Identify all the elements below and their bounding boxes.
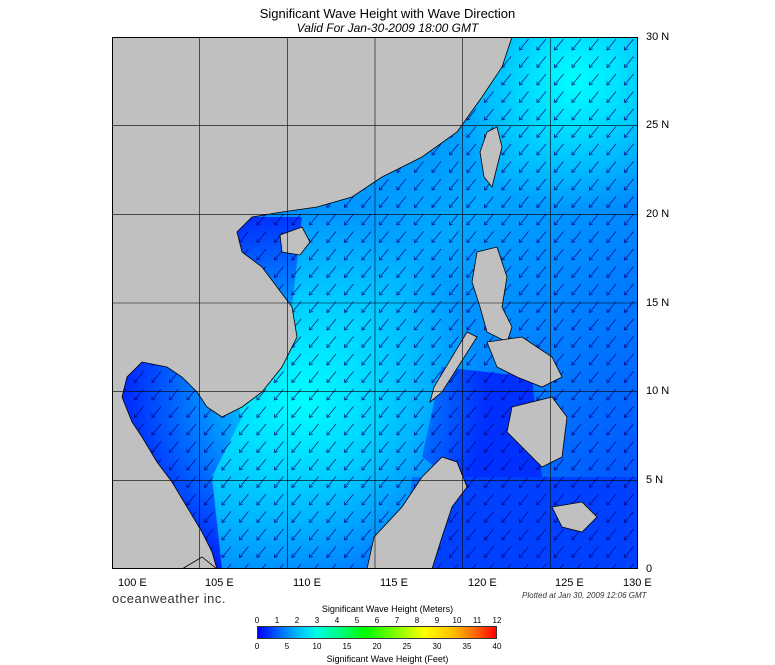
taiwan-island <box>479 126 503 188</box>
legend-title-meters: Significant Wave Height (Meters) <box>321 604 454 614</box>
oceanweather-logo: oceanweather inc. <box>112 591 227 606</box>
chart-title: Significant Wave Height with Wave Direct… <box>259 6 516 21</box>
legend-feet-tick: 10 <box>312 642 322 651</box>
legend-feet-tick: 5 <box>284 642 290 651</box>
legend-meter-tick: 9 <box>434 616 440 625</box>
legend-feet-tick: 0 <box>254 642 260 651</box>
legend-meter-tick: 4 <box>334 616 340 625</box>
lon-label-115e: 115 E <box>380 577 408 589</box>
legend-feet-tick: 30 <box>432 642 442 651</box>
chart-subtitle: Valid For Jan-30-2009 18:00 GMT <box>296 21 479 35</box>
lat-label-25n: 25 N <box>646 119 670 131</box>
lon-label-110e: 110 E <box>293 577 321 589</box>
lon-label-120e: 120 E <box>468 577 497 589</box>
lat-label-5n: 5 N <box>646 474 664 486</box>
lat-label-10n: 10 N <box>646 385 670 397</box>
wave-height-map <box>112 37 638 569</box>
legend-meter-tick: 2 <box>294 616 300 625</box>
borneo-island <box>366 456 468 569</box>
legend-meter-tick: 10 <box>452 616 462 625</box>
legend-feet-tick: 25 <box>402 642 412 651</box>
legend-meter-tick: 7 <box>394 616 400 625</box>
legend-meter-tick: 11 <box>472 616 482 625</box>
legend-meter-tick: 12 <box>492 616 502 625</box>
legend-meter-tick: 8 <box>414 616 420 625</box>
asia-mainland <box>112 37 513 569</box>
legend-feet-tick: 15 <box>342 642 352 651</box>
palawan-island <box>429 331 478 404</box>
legend-feet-tick: 20 <box>372 642 382 651</box>
sulawesi-island <box>551 501 598 533</box>
legend-meter-tick: 1 <box>274 616 280 625</box>
legend-meter-tick: 0 <box>254 616 260 625</box>
lat-label-15n: 15 N <box>646 297 670 309</box>
plotted-timestamp: Plotted at Jan 30, 2009 12:06 GMT <box>522 591 647 600</box>
luzon-island <box>471 246 513 343</box>
legend-meter-tick: 3 <box>314 616 320 625</box>
legend-title-feet: Significant Wave Height (Feet) <box>326 654 449 664</box>
lat-label-0: 0 <box>646 563 653 575</box>
legend-meter-tick: 5 <box>354 616 360 625</box>
legend-feet-tick: 35 <box>462 642 472 651</box>
legend-feet-tick: 40 <box>492 642 502 651</box>
lon-label-100e: 100 E <box>118 577 147 589</box>
legend-meter-tick: 6 <box>374 616 380 625</box>
lat-label-30n: 30 N <box>646 31 670 43</box>
lon-label-125e: 125 E <box>555 577 584 589</box>
lon-label-130e: 130 E <box>623 577 652 589</box>
lon-label-105e: 105 E <box>205 577 234 589</box>
lat-label-20n: 20 N <box>646 208 670 220</box>
visayas-islands <box>486 336 563 388</box>
mindanao-island <box>506 396 568 468</box>
wave-height-colorbar <box>257 626 497 639</box>
graticule <box>112 37 638 569</box>
